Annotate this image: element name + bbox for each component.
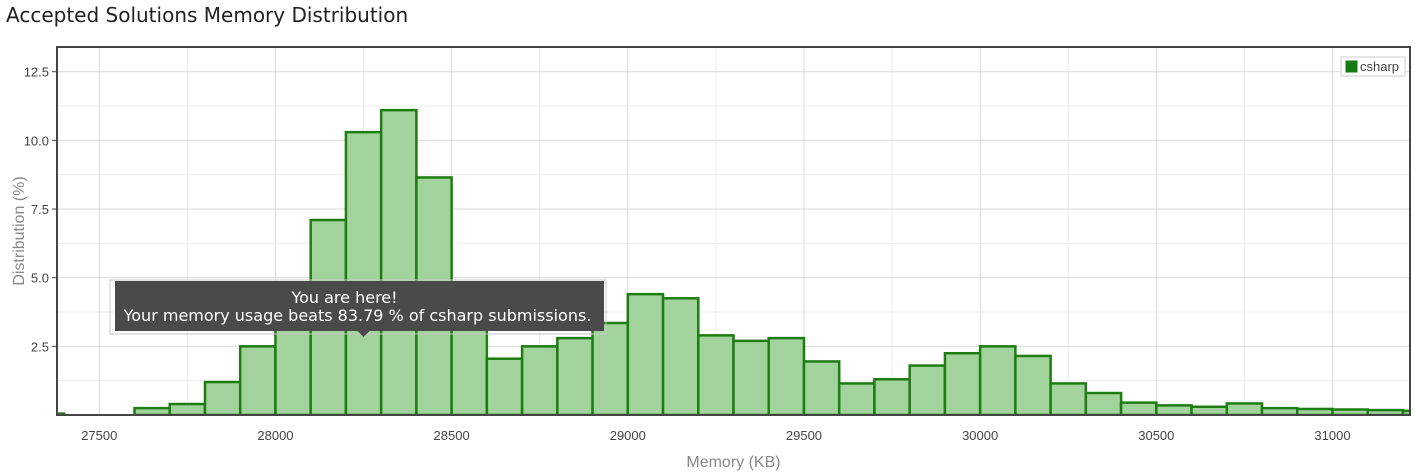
histogram-bar[interactable] — [802, 360, 841, 415]
histogram-bar[interactable] — [168, 402, 207, 415]
histogram-bar[interactable] — [238, 345, 277, 415]
y-tick-label: 12.5 — [24, 65, 49, 80]
tooltip: You are here! Your memory usage beats 83… — [109, 279, 607, 337]
y-tick-label: 2.5 — [31, 339, 49, 354]
histogram-bar[interactable] — [1401, 409, 1415, 415]
x-tick-label: 29000 — [610, 428, 646, 443]
x-tick-labels: 27500 28000 28500 29000 29500 30000 30500 31000 — [81, 428, 1350, 443]
histogram-bar[interactable] — [1225, 402, 1264, 415]
histogram-bar[interactable] — [943, 351, 982, 415]
histogram-bar[interactable] — [203, 380, 242, 415]
histogram-bar[interactable] — [1049, 382, 1088, 415]
histogram-bar[interactable] — [626, 292, 665, 415]
y-tick-label: 10.0 — [24, 133, 49, 148]
x-tick-label: 29500 — [786, 428, 822, 443]
bars — [57, 108, 1415, 415]
x-tick-label: 30000 — [962, 428, 998, 443]
legend-label: csharp — [1360, 59, 1399, 74]
histogram-bar[interactable] — [556, 336, 594, 415]
legend-swatch — [1344, 59, 1359, 74]
histogram-bar[interactable] — [1155, 404, 1193, 415]
y-axis-title: Distribution (%) — [11, 176, 28, 285]
histogram-bar[interactable] — [1260, 406, 1299, 415]
x-tick-label: 28000 — [257, 428, 293, 443]
tooltip-background — [115, 281, 604, 331]
histogram-bar[interactable] — [767, 336, 806, 415]
tooltip-line-2: Your memory usage beats 83.79 % of cshar… — [123, 306, 592, 325]
x-tick-label: 27500 — [81, 428, 117, 443]
x-tick-label: 30500 — [1138, 428, 1174, 443]
histogram-bar[interactable] — [485, 357, 524, 415]
histogram-bar[interactable] — [908, 364, 947, 415]
chart-title: Accepted Solutions Memory Distribution — [6, 3, 409, 27]
tooltip-outline — [109, 279, 607, 335]
x-tick-label: 28500 — [434, 428, 470, 443]
y-tick-label: 7.5 — [31, 202, 49, 217]
histogram-bar[interactable] — [978, 345, 1017, 415]
histogram-bar[interactable] — [379, 108, 418, 415]
histogram-bar[interactable] — [1119, 401, 1158, 415]
histogram-bar[interactable] — [591, 321, 630, 415]
histogram-bar[interactable] — [873, 378, 911, 415]
histogram-bar[interactable] — [732, 339, 770, 415]
y-tick-label: 5.0 — [31, 271, 49, 286]
histogram-bar[interactable] — [520, 345, 559, 415]
histogram-bar[interactable] — [133, 406, 171, 415]
x-axis-title: Memory (KB) — [686, 454, 780, 471]
histogram-bar[interactable] — [450, 325, 489, 415]
histogram-bar[interactable] — [344, 130, 383, 415]
tooltip-line-1: You are here! — [290, 288, 397, 307]
histogram-bar[interactable] — [661, 297, 700, 415]
x-tick-label: 31000 — [1314, 428, 1350, 443]
histogram-bar[interactable] — [837, 382, 876, 415]
histogram-bar[interactable] — [1084, 391, 1123, 415]
histogram-bar[interactable] — [1190, 405, 1229, 415]
legend[interactable]: csharp — [1340, 56, 1406, 77]
histogram-bar[interactable] — [697, 334, 735, 415]
plot-frame — [56, 46, 1411, 416]
histogram-bar[interactable] — [1014, 354, 1052, 415]
y-tick-labels: 2.5 5.0 7.5 10.0 12.5 — [24, 65, 49, 355]
tooltip-arrow — [357, 331, 370, 337]
